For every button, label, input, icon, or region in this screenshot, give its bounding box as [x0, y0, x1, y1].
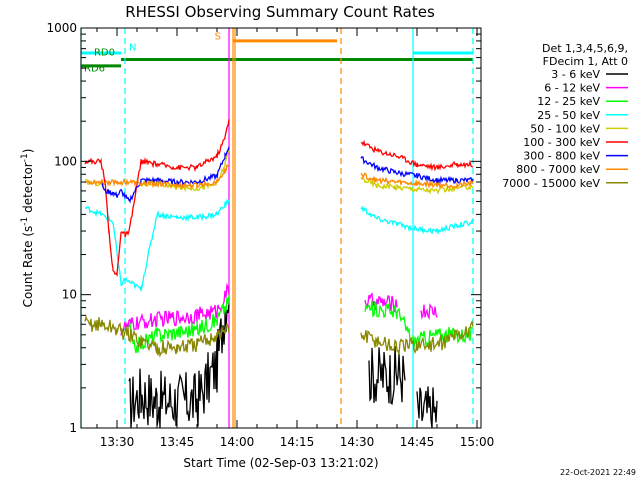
- legend-label: 25 - 50 keV: [537, 109, 600, 122]
- legend-label: 50 - 100 keV: [530, 122, 600, 135]
- y-tick-label: 1000: [46, 21, 77, 35]
- x-axis-label: Start Time (02-Sep-03 13:21:02): [183, 456, 378, 470]
- y-tick-label: 100: [54, 154, 77, 168]
- series-line: [100, 146, 474, 204]
- x-tick-label: 14:45: [400, 435, 435, 449]
- legend-label: 100 - 300 keV: [523, 136, 600, 149]
- y-axis-label-sup: -1: [20, 217, 30, 226]
- x-tick-label: 15:00: [460, 435, 495, 449]
- x-tick-label: 14:00: [220, 435, 255, 449]
- legend-label: 6 - 12 keV: [544, 82, 600, 95]
- x-tick-label: 14:30: [340, 435, 375, 449]
- legend-label: 7000 - 15000 keV: [502, 177, 600, 190]
- x-tick-label: 14:15: [280, 435, 315, 449]
- legend-label: 300 - 800 keV: [523, 150, 600, 163]
- marker-label-rd6: RD6: [84, 64, 105, 75]
- marker-label-n: N: [129, 42, 136, 53]
- legend-label: 3 - 6 keV: [551, 68, 600, 81]
- y-axis-label-sup: -1: [20, 153, 30, 162]
- legend-header-line: FDecim 1, Att 0: [543, 55, 628, 68]
- x-axis-ticks: 13:30 13:45 14:00 14:15 14:30 14:45 15:00: [96, 28, 495, 449]
- y-axis-label-part: detector: [21, 162, 35, 217]
- marker-label-s: S: [215, 31, 221, 42]
- marker-label-rd0: RD0: [94, 48, 115, 59]
- timestamp: 22-Oct-2021 22:49: [560, 468, 636, 477]
- y-tick-label: 10: [62, 288, 77, 302]
- y-axis-label: Count Rate (s-1 detector-1): [20, 149, 35, 308]
- x-tick-label: 13:30: [100, 435, 135, 449]
- series-layer: [84, 119, 474, 429]
- series-line: [128, 304, 438, 429]
- x-tick-label: 13:45: [160, 435, 195, 449]
- y-axis-ticks: 1 10 100 1000: [46, 21, 481, 435]
- plot-frame: [80, 27, 482, 429]
- series-line: [120, 282, 438, 336]
- series-line: [85, 163, 474, 190]
- chart-title: RHESSI Observing Summary Count Rates: [125, 3, 435, 21]
- series-line: [84, 119, 474, 277]
- series-line: [84, 150, 474, 195]
- flag-bars: N S RD0 RD6: [81, 31, 473, 75]
- y-axis-label-part: ): [21, 149, 35, 154]
- legend-label: 800 - 7000 keV: [516, 163, 600, 176]
- series-line: [84, 198, 474, 292]
- y-axis-label-part: Count Rate (s: [21, 226, 35, 308]
- legend-label: 12 - 25 keV: [537, 95, 600, 108]
- legend-header-line: Det 1,3,4,5,6,9,: [542, 42, 628, 55]
- legend: Det 1,3,4,5,6,9, FDecim 1, Att 0 3 - 6 k…: [502, 42, 628, 190]
- series-line: [84, 314, 474, 358]
- y-tick-label: 1: [69, 421, 77, 435]
